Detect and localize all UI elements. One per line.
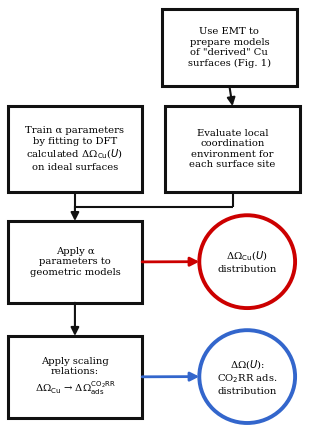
Text: Apply α
parameters to
geometric models: Apply α parameters to geometric models	[30, 247, 120, 277]
Text: Apply scaling
relations:
ΔΩ$_{\mathrm{Cu}}$ → ΔΩ$_{\mathrm{ads}}^{\mathrm{CO_2RR: Apply scaling relations: ΔΩ$_{\mathrm{Cu…	[35, 357, 115, 396]
Text: Evaluate local
coordination
environment for
each surface site: Evaluate local coordination environment …	[189, 129, 276, 169]
FancyBboxPatch shape	[165, 106, 300, 192]
FancyBboxPatch shape	[8, 336, 142, 418]
Text: ΔΩ($U$):
CO$_2$RR ads.
distribution: ΔΩ($U$): CO$_2$RR ads. distribution	[217, 358, 277, 396]
FancyBboxPatch shape	[162, 9, 297, 86]
FancyBboxPatch shape	[8, 106, 142, 192]
Text: ΔΩ$_{\mathrm{Cu}}$($U$)
distribution: ΔΩ$_{\mathrm{Cu}}$($U$) distribution	[218, 250, 277, 274]
Ellipse shape	[199, 330, 295, 423]
Text: Use EMT to
prepare models
of "derived" Cu
surfaces (Fig. 1): Use EMT to prepare models of "derived" C…	[188, 27, 271, 68]
Ellipse shape	[199, 215, 295, 308]
FancyBboxPatch shape	[8, 221, 142, 303]
Text: Train α parameters
by fitting to DFT
calculated ΔΩ$_{\mathrm{Cu}}$($U$)
on ideal: Train α parameters by fitting to DFT cal…	[25, 126, 125, 172]
